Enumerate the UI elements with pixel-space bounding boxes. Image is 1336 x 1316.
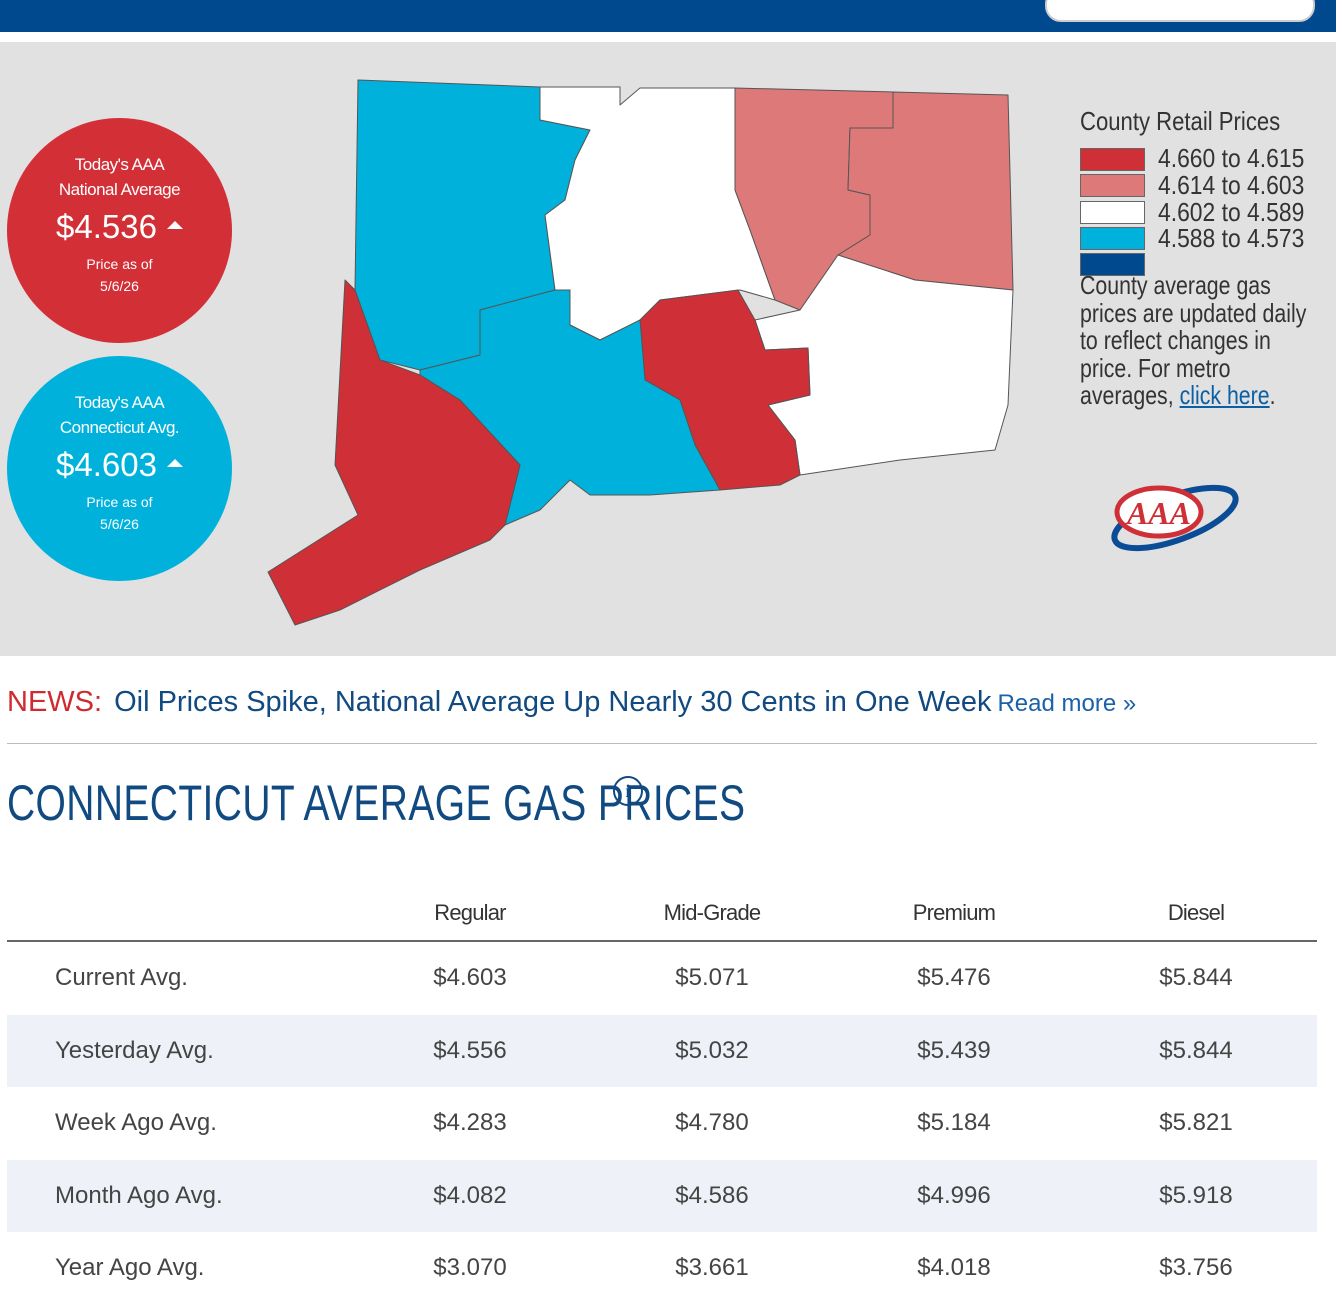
badge-price: $4.603 bbox=[56, 446, 157, 483]
badge-date-label: Price as of bbox=[86, 494, 153, 510]
price-cell: $4.586 bbox=[675, 1181, 749, 1209]
price-cell: $4.283 bbox=[433, 1109, 507, 1136]
legend-swatch bbox=[1080, 201, 1145, 224]
badge-line: National Average bbox=[58, 180, 181, 199]
legend-title: County Retail Prices bbox=[1080, 106, 1281, 136]
legend-label: 4.660 to 4.615 bbox=[1158, 143, 1305, 173]
county-map: AAA bbox=[267, 79, 1239, 626]
legend-swatch bbox=[1080, 227, 1145, 250]
legend-label: 4.602 to 4.589 bbox=[1158, 197, 1305, 227]
table-header-rule bbox=[7, 940, 1317, 942]
legend-swatch bbox=[1080, 253, 1145, 276]
badge-price-row: $4.603 bbox=[7, 446, 232, 484]
legend-swatch bbox=[1080, 148, 1145, 171]
price-cell: $5.844 bbox=[1159, 1036, 1233, 1064]
read-more-link[interactable]: Read more » bbox=[997, 690, 1137, 717]
price-cell: $4.082 bbox=[433, 1181, 507, 1209]
price-cell: $5.184 bbox=[917, 1109, 991, 1136]
price-cell: $3.661 bbox=[675, 1254, 749, 1281]
logo-text: AAA bbox=[1125, 495, 1191, 531]
row-background bbox=[7, 1159, 1317, 1232]
row-label: Year Ago Avg. bbox=[55, 1254, 205, 1281]
price-cell: $4.780 bbox=[675, 1109, 749, 1136]
note-end: . bbox=[1269, 380, 1276, 410]
price-cell: $5.844 bbox=[1159, 964, 1233, 991]
county-windham[interactable] bbox=[837, 91, 1014, 291]
search-box[interactable] bbox=[1045, 0, 1315, 22]
column-header: Mid-Grade bbox=[663, 900, 762, 925]
column-header: Regular bbox=[434, 900, 506, 925]
row-background bbox=[7, 1014, 1317, 1087]
price-cell: $5.071 bbox=[675, 964, 749, 991]
state-average-badge: Today's AAA Connecticut Avg. $4.603 Pric… bbox=[7, 356, 232, 581]
info-icon[interactable]: i bbox=[613, 776, 643, 806]
legend-label: 4.614 to 4.603 bbox=[1158, 170, 1305, 200]
price-cell: $4.603 bbox=[433, 964, 507, 991]
price-cell: $4.996 bbox=[917, 1181, 991, 1209]
badge-price: $4.536 bbox=[56, 208, 157, 245]
legend-label: 4.588 to 4.573 bbox=[1158, 223, 1305, 253]
legend-note: County average gas prices are updated da… bbox=[1080, 270, 1318, 410]
price-cell: $5.918 bbox=[1159, 1181, 1233, 1209]
up-arrow bbox=[166, 221, 183, 230]
row-label: Week Ago Avg. bbox=[55, 1109, 217, 1136]
price-cell: $5.439 bbox=[917, 1036, 991, 1064]
column-header: Premium bbox=[912, 900, 996, 925]
price-cell: $3.756 bbox=[1159, 1254, 1233, 1281]
price-cell: $3.070 bbox=[433, 1254, 507, 1281]
badge-date: 5/6/26 bbox=[100, 516, 139, 532]
row-label: Current Avg. bbox=[55, 964, 188, 991]
news-label: NEWS: bbox=[7, 686, 103, 718]
row-label: Month Ago Avg. bbox=[55, 1181, 223, 1209]
up-arrow bbox=[166, 459, 183, 468]
price-cell: $4.556 bbox=[433, 1036, 507, 1064]
county-fairfield[interactable] bbox=[267, 279, 521, 626]
note-text: County average gas prices are updated da… bbox=[1080, 270, 1307, 410]
column-header: Diesel bbox=[1167, 900, 1225, 925]
row-label: Yesterday Avg. bbox=[55, 1036, 214, 1064]
aaa-logo: AAA bbox=[1111, 484, 1239, 552]
badge-price-row: $4.536 bbox=[7, 208, 232, 246]
legend-swatch bbox=[1080, 174, 1145, 197]
metro-link[interactable]: click here bbox=[1179, 380, 1270, 410]
price-cell: $5.821 bbox=[1159, 1109, 1233, 1136]
badge-line: Today's AAA bbox=[74, 393, 165, 412]
badge-line: Connecticut Avg. bbox=[59, 418, 180, 437]
badge-line: Today's AAA bbox=[74, 155, 165, 174]
national-average-badge: Today's AAA National Average $4.536 Pric… bbox=[7, 118, 232, 343]
divider bbox=[7, 743, 1317, 744]
price-cell: $5.032 bbox=[675, 1036, 749, 1064]
badge-date: 5/6/26 bbox=[100, 278, 139, 294]
badge-date-label: Price as of bbox=[86, 256, 153, 272]
news-bar: NEWS: Oil Prices Spike, National Average … bbox=[7, 686, 1136, 719]
price-cell: $4.018 bbox=[917, 1254, 991, 1281]
price-cell: $5.476 bbox=[917, 964, 991, 991]
news-headline[interactable]: Oil Prices Spike, National Average Up Ne… bbox=[114, 686, 992, 718]
